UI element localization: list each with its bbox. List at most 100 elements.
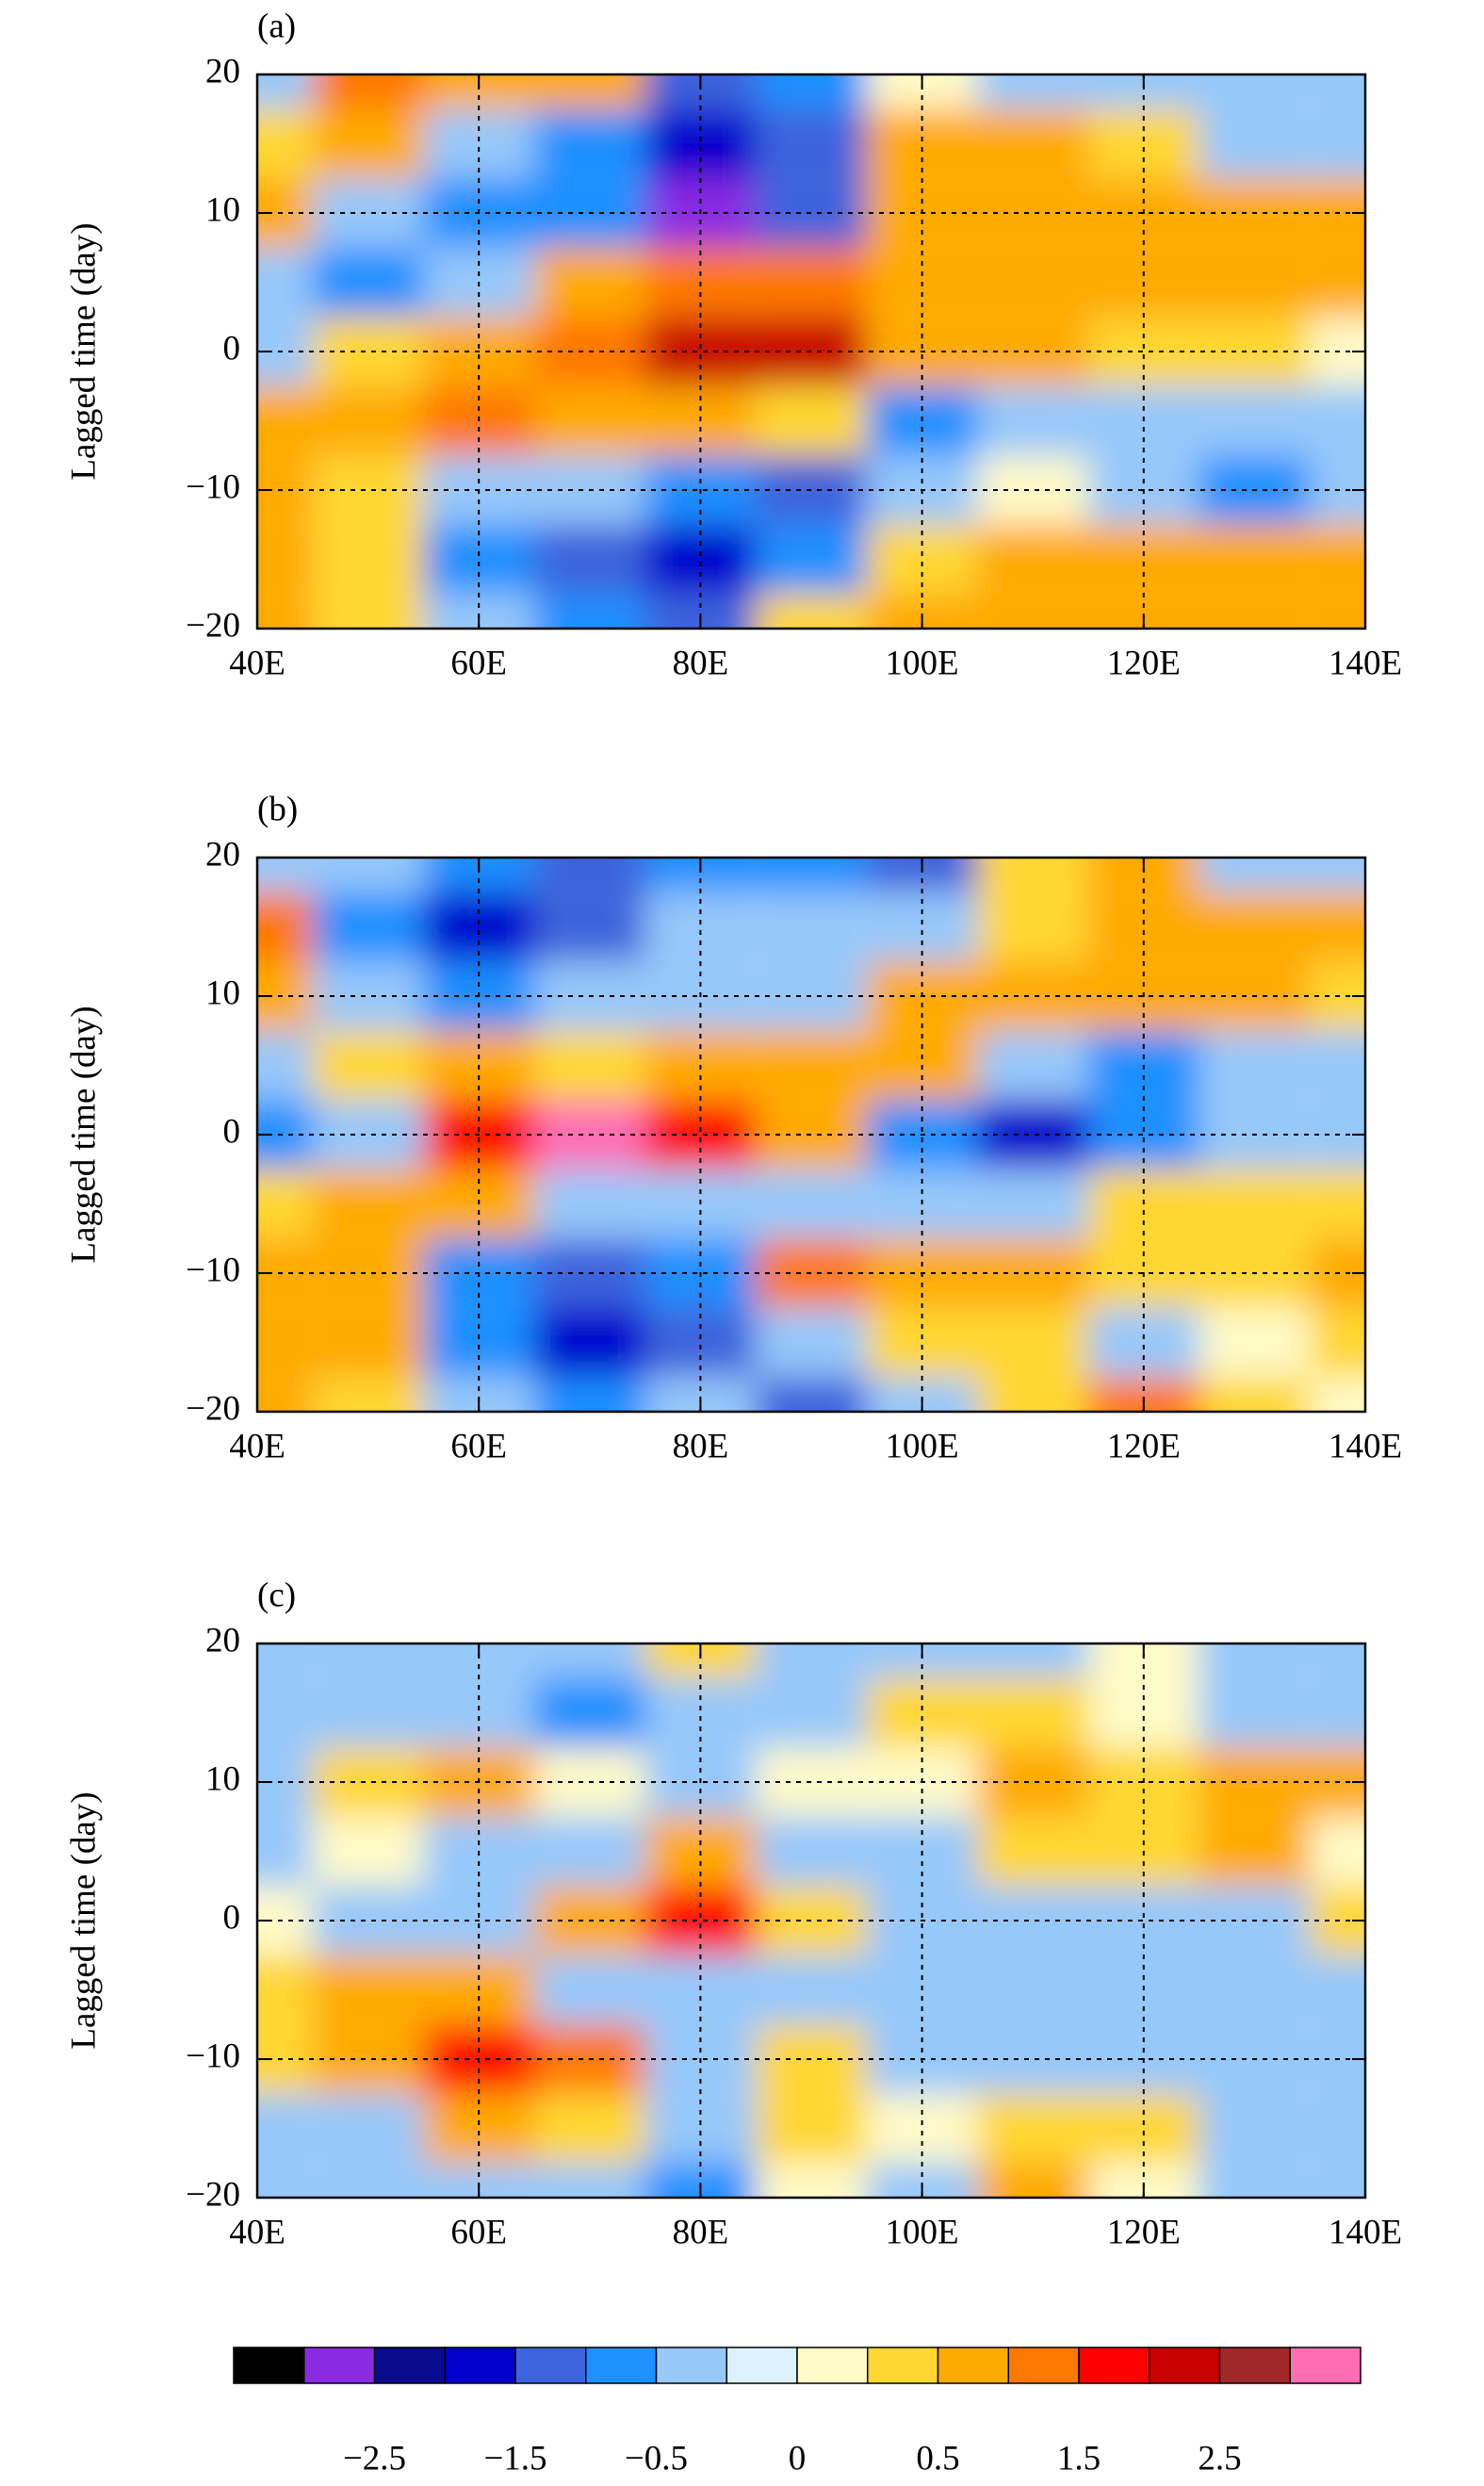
field-cell (257, 2093, 313, 2164)
field-cell (756, 524, 867, 595)
colorbar-box (937, 2347, 1009, 2384)
field-cell (534, 1307, 645, 1378)
field-cell (312, 2093, 424, 2164)
field-cell (534, 1816, 645, 1887)
x-tick-label: 140E (1329, 644, 1402, 682)
field-cell (977, 74, 1088, 109)
x-tick-label: 40E (229, 2213, 285, 2251)
field-cell (756, 1677, 867, 1748)
colorbar-box (655, 2347, 727, 2384)
field-cell (1199, 1677, 1311, 1748)
field-cell (977, 858, 1088, 892)
field-cells (257, 74, 1365, 629)
colorbar-box (1289, 2347, 1362, 2384)
field-cell (1310, 2093, 1365, 2164)
field-cell (756, 1030, 867, 1101)
colorbar-box (867, 2347, 939, 2384)
colorbar-tick-label: 0.5 (916, 2439, 959, 2478)
field-cell (1310, 594, 1365, 629)
field-cell (756, 1954, 867, 2025)
field-cell (257, 2163, 313, 2198)
field-cell (977, 1954, 1088, 2025)
field-cell (312, 891, 424, 962)
field-cell (977, 891, 1088, 962)
field-cell (1199, 594, 1311, 629)
colorbar-tick-label: 0 (789, 2439, 807, 2478)
colorbar-box (585, 2347, 658, 2384)
field-cell (423, 74, 534, 109)
field-cell (312, 858, 424, 892)
field-cell (1199, 524, 1311, 595)
field-cell (1310, 74, 1365, 109)
field-cell (756, 858, 867, 892)
y-tick-label: −10 (186, 467, 240, 506)
colorbar-box (373, 2347, 446, 2384)
field-cell (977, 594, 1088, 629)
y-axis-title: Lagged time (day) (64, 1791, 103, 2049)
field-cell (1310, 108, 1365, 179)
x-tick-label: 40E (229, 644, 285, 682)
field-cell (257, 74, 313, 109)
field-cell (534, 385, 645, 456)
panel-label: (c) (257, 1576, 296, 1614)
field-cell (1199, 1644, 1311, 1678)
y-tick-label: −20 (186, 606, 240, 645)
x-tick-label: 140E (1329, 1427, 1402, 1465)
y-tick-label: 10 (205, 190, 240, 229)
field-cell (312, 1816, 424, 1887)
field-cell (1199, 1377, 1311, 1412)
field-cell (1199, 1030, 1311, 1101)
y-tick-label: 20 (205, 1621, 240, 1660)
field-cell (756, 1816, 867, 1887)
field-cell (257, 594, 313, 629)
field-cell (312, 1030, 424, 1101)
colorbar-box (303, 2347, 376, 2384)
plot-frame (255, 1642, 1367, 2200)
field-cell (977, 385, 1088, 456)
field-cell (534, 1954, 645, 2025)
field-cell (977, 1644, 1088, 1678)
field-cell (977, 1677, 1088, 1748)
x-tick-label: 60E (450, 2213, 507, 2251)
x-tick-label: 100E (886, 2213, 959, 2251)
field-cell (1199, 1954, 1311, 2025)
field-cell (534, 2163, 645, 2198)
field-cell (977, 1377, 1088, 1412)
field-cell (257, 385, 313, 456)
field-cell (257, 1307, 313, 1378)
field-cell (1310, 858, 1365, 892)
field-cell (312, 1169, 424, 1239)
field-cell (1310, 524, 1365, 595)
field-cell (312, 385, 424, 456)
x-tick-label: 60E (450, 1427, 507, 1465)
field-cell (257, 858, 313, 892)
field-cell (977, 1030, 1088, 1101)
y-tick-label: 0 (223, 1898, 241, 1937)
field-cell (534, 74, 645, 109)
field-cell (312, 247, 424, 318)
field-cell (977, 1169, 1088, 1239)
colorbar-box (1149, 2347, 1221, 2384)
field-cell (756, 2163, 867, 2198)
x-tick-label: 80E (673, 1427, 729, 1465)
field-cell (534, 594, 645, 629)
field-cell (756, 891, 867, 962)
x-tick-label: 100E (886, 644, 959, 682)
colorbar-box (1007, 2347, 1080, 2384)
field-cell (756, 1307, 867, 1378)
x-tick-label: 140E (1329, 2213, 1402, 2251)
panel-label: (a) (257, 7, 296, 45)
colorbar-box (726, 2347, 798, 2384)
y-tick-label: 0 (223, 329, 241, 368)
field-cell (977, 2163, 1088, 2198)
field-cell (977, 108, 1088, 179)
y-tick-label: 10 (205, 973, 240, 1012)
field-cell (534, 2093, 645, 2164)
field-cell (977, 2093, 1088, 2164)
field-cell (312, 74, 424, 109)
field-cell (534, 108, 645, 179)
y-tick-label: −10 (186, 2036, 240, 2075)
field-cell (312, 1677, 424, 1748)
field-cell (756, 74, 867, 109)
field-cell (756, 1644, 867, 1678)
